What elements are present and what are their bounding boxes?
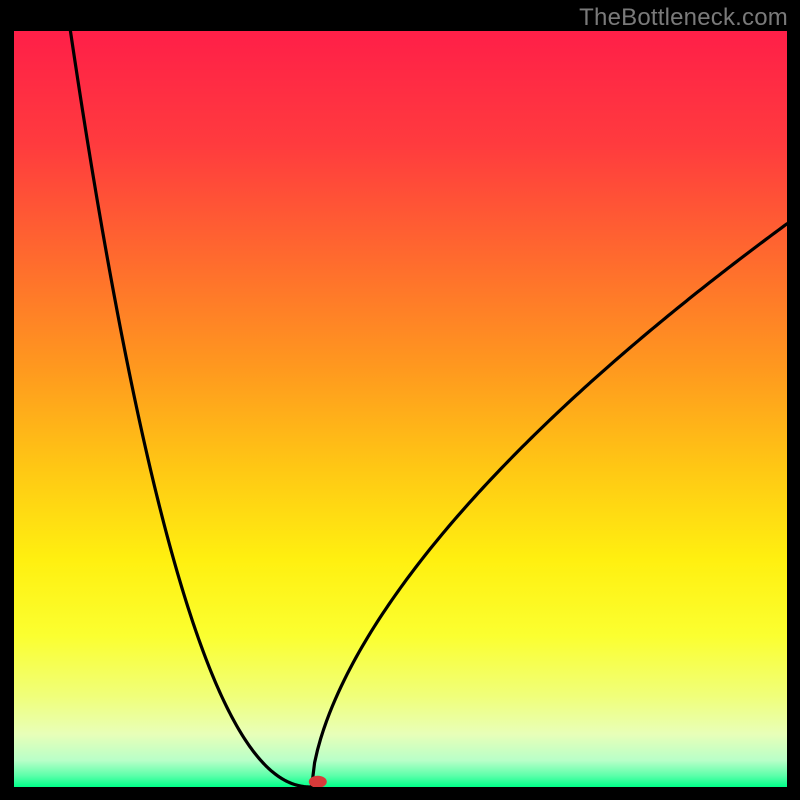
watermark-text: TheBottleneck.com: [579, 4, 788, 32]
chart-svg: [14, 31, 787, 787]
plot-area: [14, 31, 787, 787]
chart-frame: TheBottleneck.com: [0, 0, 800, 800]
gradient-background: [14, 31, 787, 787]
